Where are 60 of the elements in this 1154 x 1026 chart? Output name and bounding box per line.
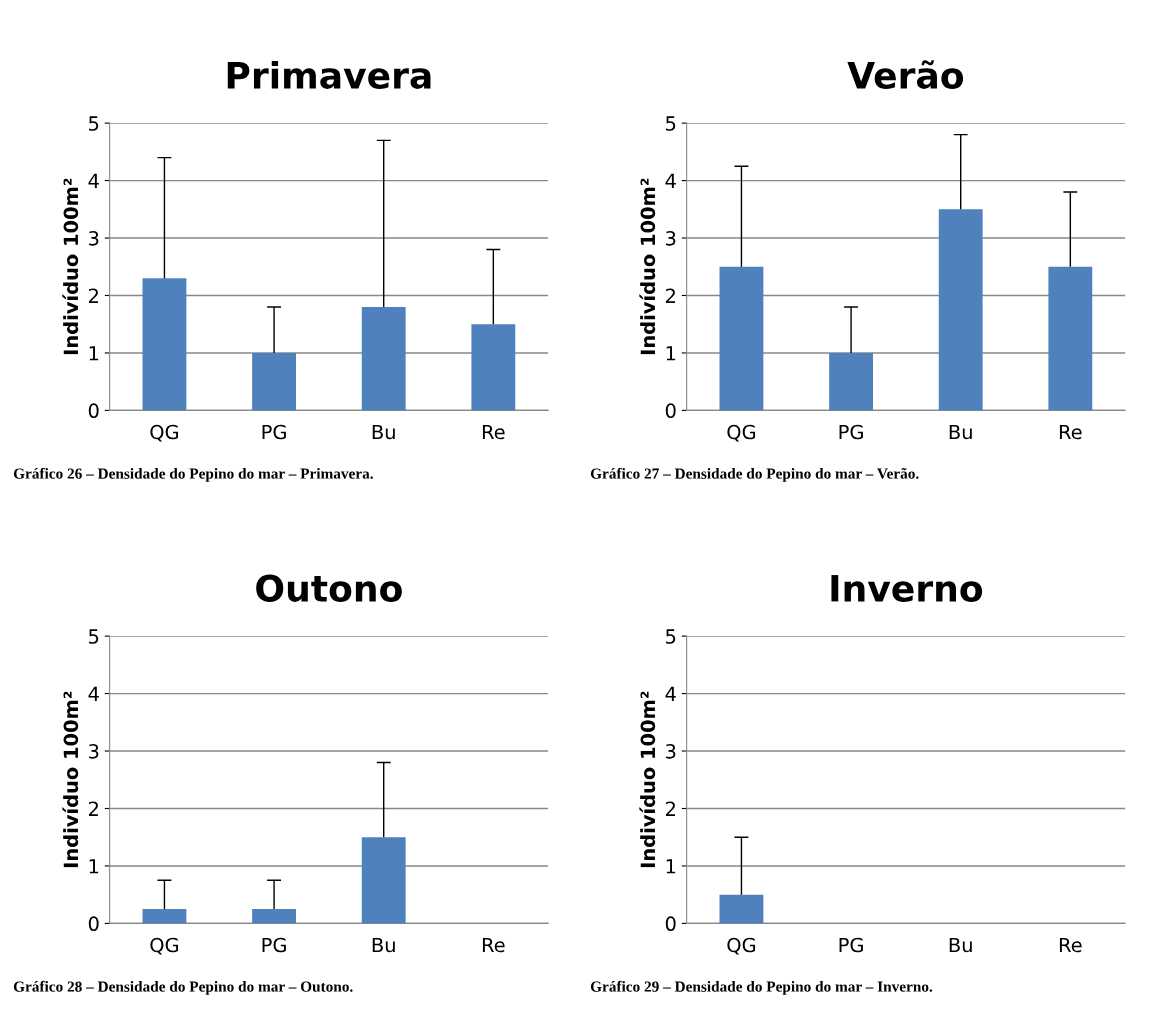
x-tick-label: Bu xyxy=(372,937,395,953)
bar xyxy=(938,209,983,411)
bar xyxy=(829,352,873,411)
y-tick-label: 3 xyxy=(89,230,99,246)
y-tick-label: 2 xyxy=(665,288,675,303)
text: Gráfico 29 – Densidade do Pepino do mar – Inverno. xyxy=(590,980,933,995)
bar xyxy=(142,278,187,411)
x-tick-label: PG xyxy=(262,937,286,953)
x-tick-label: QG xyxy=(150,424,179,442)
y-axis-title: Indivíduo 100m² xyxy=(639,691,656,868)
x-tick-label: Re xyxy=(1059,937,1082,953)
bar xyxy=(719,266,764,411)
y-tick-label: 3 xyxy=(89,743,99,759)
text: Gráfico 27 – Densidade do Pepino do mar – Verão. xyxy=(590,467,919,482)
x-tick-label: QG xyxy=(727,424,756,442)
text: Gráfico 26 – Densidade do Pepino do mar – Primavera. xyxy=(13,467,373,482)
x-tick-label: PG xyxy=(839,424,863,440)
x-tick-label: QG xyxy=(727,937,756,955)
y-tick-label: 3 xyxy=(666,743,676,759)
y-tick-label: 5 xyxy=(666,116,676,131)
y-tick-label: 2 xyxy=(88,801,98,816)
y-tick-label: 0 xyxy=(665,403,676,419)
x-tick-label: PG xyxy=(839,937,863,953)
bar xyxy=(471,324,516,411)
y-tick-label: 4 xyxy=(665,173,676,188)
y-axis-title: Indivíduo 100m² xyxy=(62,178,79,355)
y-tick-label: 5 xyxy=(666,629,676,644)
bar xyxy=(361,306,406,411)
bar xyxy=(1048,266,1093,411)
y-axis-title: Indivíduo 100m² xyxy=(62,691,79,868)
y-tick-label: 5 xyxy=(89,629,99,644)
chart-title: Verão xyxy=(847,60,964,89)
bar xyxy=(252,352,296,411)
y-tick-label: 2 xyxy=(88,288,98,303)
y-tick-label: 4 xyxy=(88,173,99,188)
x-tick-label: QG xyxy=(150,937,179,955)
x-tick-label: Re xyxy=(482,424,505,440)
y-tick-label: 1 xyxy=(89,346,99,361)
text: Gráfico 28 – Densidade do Pepino do mar – Outono. xyxy=(13,980,353,995)
x-tick-label: Bu xyxy=(949,937,972,953)
y-tick-label: 5 xyxy=(89,116,99,131)
y-tick-label: 2 xyxy=(665,801,675,816)
y-tick-label: 1 xyxy=(89,859,99,874)
x-tick-label: PG xyxy=(262,424,286,440)
y-tick-label: 1 xyxy=(666,346,676,361)
chart-title: Inverno xyxy=(831,575,983,602)
x-tick-label: Bu xyxy=(372,424,395,440)
y-tick-label: 0 xyxy=(88,403,99,419)
y-tick-label: 1 xyxy=(666,859,676,874)
y-axis-title: Indivíduo 100m² xyxy=(639,178,656,355)
chart-title: Outono xyxy=(256,574,402,602)
y-tick-label: 0 xyxy=(88,916,99,932)
y-tick-label: 3 xyxy=(666,230,676,246)
x-tick-label: Re xyxy=(482,937,505,953)
y-tick-label: 0 xyxy=(665,916,676,932)
x-tick-label: Re xyxy=(1059,424,1082,440)
chart-title: Primavera xyxy=(227,60,431,89)
y-tick-label: 4 xyxy=(88,686,99,701)
y-tick-label: 4 xyxy=(665,686,676,701)
x-tick-label: Bu xyxy=(949,424,972,440)
